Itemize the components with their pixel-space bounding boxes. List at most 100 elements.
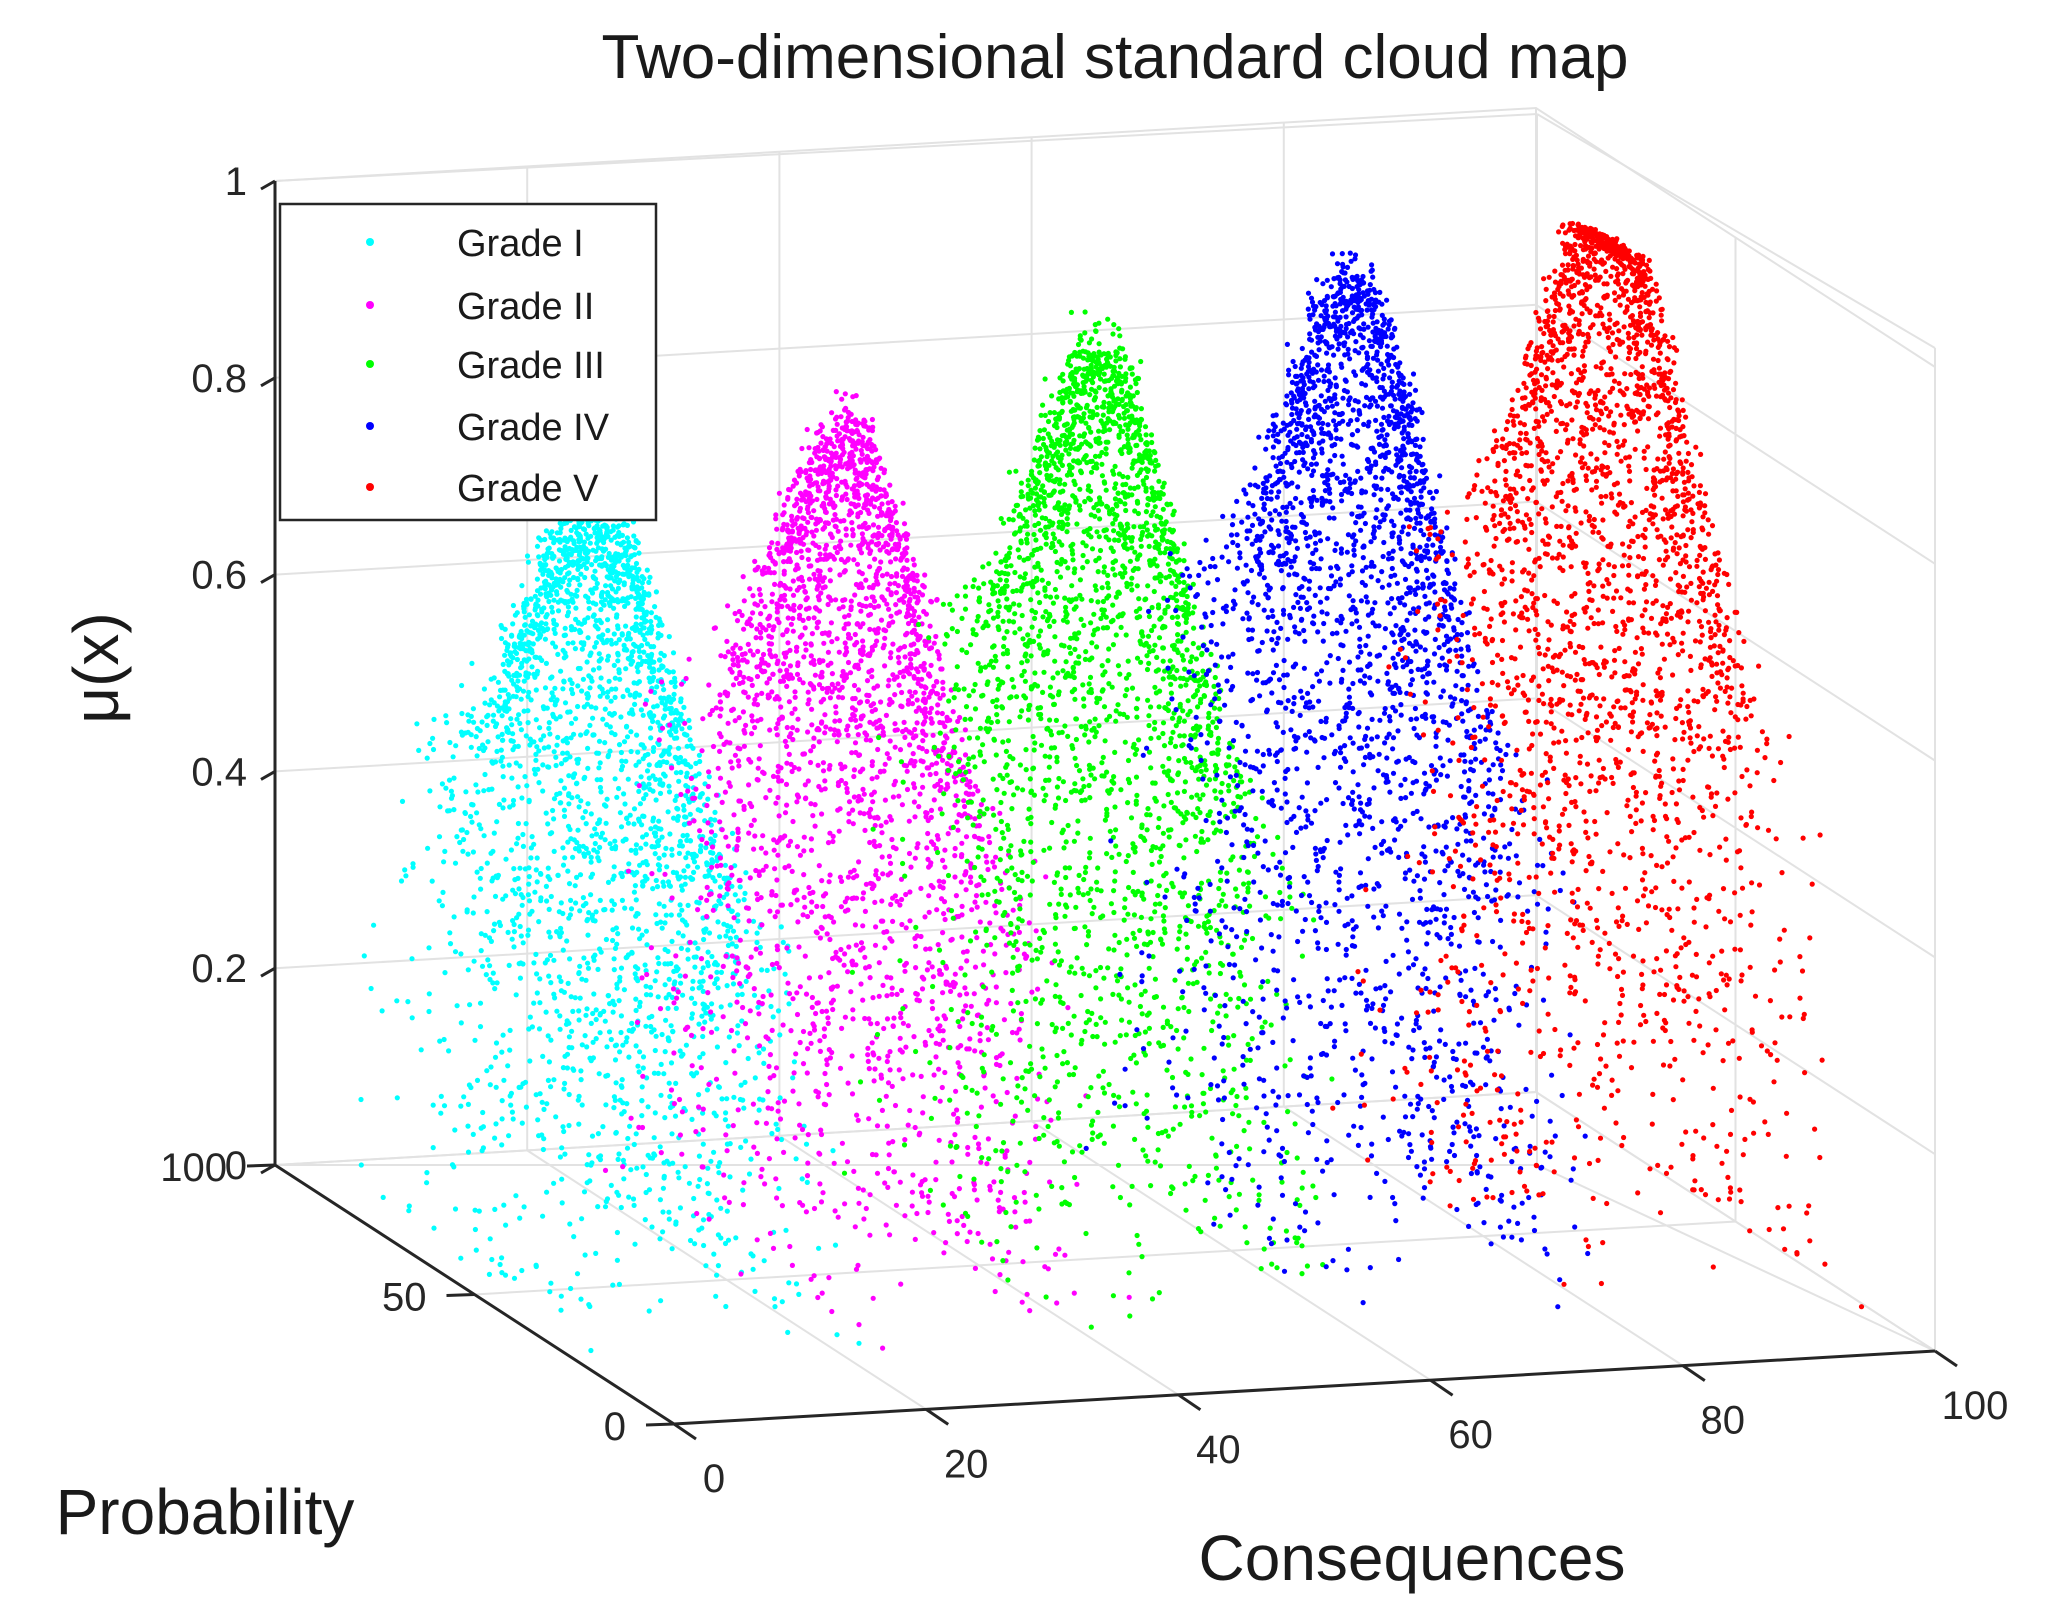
- data-point: [493, 1040, 500, 1046]
- data-point: [851, 895, 857, 901]
- data-point: [929, 1033, 935, 1039]
- data-point: [865, 439, 871, 445]
- data-point: [993, 854, 999, 860]
- data-point: [834, 549, 840, 556]
- data-point: [722, 1195, 728, 1201]
- data-point: [884, 571, 890, 577]
- data-point: [827, 567, 833, 573]
- data-point: [436, 898, 442, 904]
- data-point: [716, 1084, 722, 1090]
- data-point: [904, 768, 910, 774]
- data-point: [892, 1102, 899, 1109]
- data-point: [562, 564, 569, 571]
- data-point: [581, 539, 588, 545]
- box-top-right-edge: [1536, 113, 1936, 349]
- data-point: [498, 747, 504, 753]
- data-point: [560, 750, 566, 756]
- data-point: [851, 682, 858, 689]
- data-point: [513, 760, 519, 766]
- data-point: [912, 1236, 918, 1242]
- data-point: [554, 1008, 560, 1014]
- data-point: [585, 932, 591, 938]
- data-point: [657, 657, 663, 663]
- data-point: [361, 953, 367, 959]
- data-point: [847, 670, 854, 676]
- data-point: [792, 694, 798, 700]
- data-point: [820, 434, 826, 440]
- data-point: [509, 722, 515, 728]
- data-point: [486, 935, 493, 941]
- data-point: [730, 981, 737, 987]
- data-point: [646, 781, 652, 787]
- data-point: [618, 554, 625, 560]
- data-point: [512, 612, 519, 618]
- data-point: [787, 647, 793, 654]
- data-point: [870, 468, 876, 474]
- data-point: [519, 902, 525, 908]
- data-point: [627, 573, 633, 579]
- data-point: [677, 902, 683, 908]
- data-point: [581, 853, 588, 859]
- data-point: [814, 903, 820, 910]
- data-point: [614, 597, 620, 603]
- data-point: [633, 1131, 639, 1137]
- data-point: [544, 1101, 550, 1107]
- data-point: [751, 846, 757, 852]
- data-point: [487, 1082, 493, 1088]
- data-point: [673, 770, 680, 776]
- data-point: [503, 856, 509, 862]
- data-point: [902, 1137, 908, 1143]
- data-point: [723, 1303, 729, 1310]
- data-point: [547, 934, 553, 940]
- data-point: [731, 1048, 737, 1054]
- data-point: [505, 1063, 511, 1069]
- data-point: [686, 1180, 693, 1186]
- data-point: [721, 741, 727, 748]
- data-point: [643, 1023, 649, 1029]
- data-point: [602, 1018, 608, 1024]
- data-point: [583, 977, 589, 983]
- data-point: [879, 573, 886, 579]
- data-point: [427, 740, 433, 747]
- data-point: [577, 908, 583, 914]
- data-point: [826, 685, 832, 692]
- data-point: [884, 751, 890, 757]
- data-point: [511, 921, 517, 928]
- data-point: [533, 867, 539, 873]
- data-point: [608, 1036, 614, 1043]
- data-point: [549, 529, 555, 535]
- data-point: [898, 1015, 904, 1021]
- data-point: [849, 959, 855, 965]
- data-point: [747, 971, 753, 978]
- data-point: [930, 732, 936, 738]
- data-point: [603, 936, 610, 943]
- data-point: [470, 910, 476, 916]
- data-point: [756, 1011, 762, 1017]
- data-point: [596, 858, 602, 864]
- data-point: [735, 758, 742, 764]
- data-point: [852, 1224, 858, 1230]
- data-point: [875, 581, 881, 587]
- data-point: [778, 924, 784, 930]
- data-point: [741, 897, 747, 903]
- data-point: [585, 960, 591, 966]
- data-point: [908, 758, 915, 764]
- data-point: [543, 660, 550, 667]
- data-point: [886, 755, 892, 761]
- data-point: [651, 713, 657, 719]
- data-point: [903, 1044, 909, 1050]
- data-point: [654, 839, 661, 845]
- data-point: [882, 663, 888, 669]
- data-point: [672, 797, 678, 804]
- data-point: [624, 1145, 631, 1151]
- data-point: [643, 928, 650, 934]
- data-point: [458, 1020, 464, 1026]
- data-point: [592, 530, 598, 536]
- data-point: [921, 660, 927, 667]
- data-point: [597, 658, 603, 664]
- data-point: [568, 906, 575, 912]
- data-point: [846, 819, 852, 825]
- data-point: [708, 816, 714, 822]
- data-point: [624, 815, 630, 821]
- data-point: [686, 799, 693, 805]
